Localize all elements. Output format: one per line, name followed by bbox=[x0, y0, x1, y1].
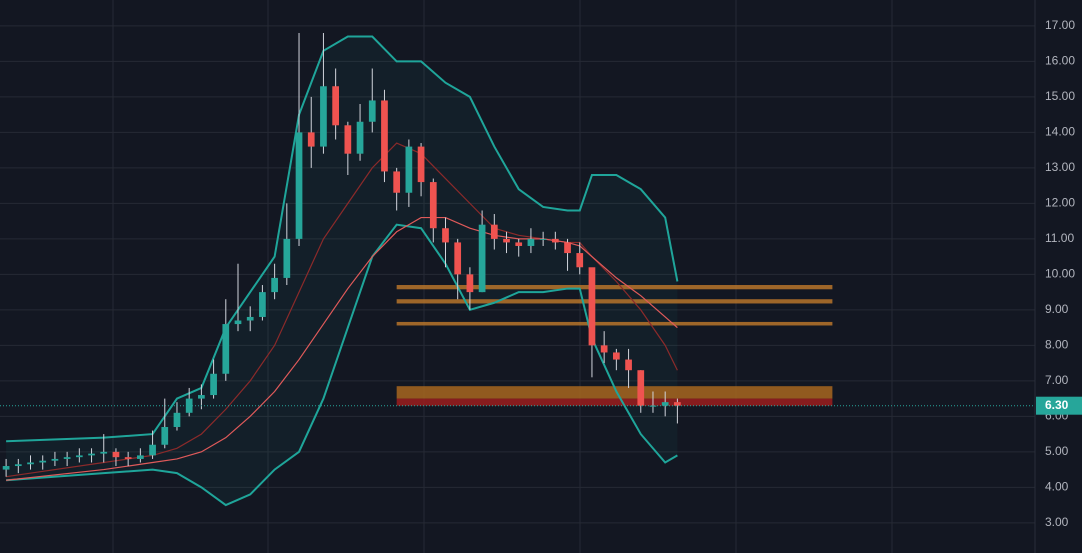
candle-body bbox=[246, 316, 254, 321]
band-fill bbox=[6, 36, 678, 506]
candle-body bbox=[564, 242, 571, 254]
candle-body bbox=[222, 324, 230, 374]
candle-body bbox=[332, 86, 339, 126]
y-tick-label: 9.00 bbox=[1045, 302, 1069, 316]
candle-body bbox=[234, 320, 242, 325]
last-price-label: 6.30 bbox=[1045, 398, 1069, 412]
candle-body bbox=[649, 405, 657, 407]
candle-body bbox=[320, 86, 327, 147]
price-zone bbox=[396, 321, 833, 326]
candle-body bbox=[137, 455, 144, 459]
candle-body bbox=[161, 426, 169, 445]
y-tick-label: 16.00 bbox=[1045, 54, 1075, 68]
candle-body bbox=[625, 359, 632, 371]
candle-body bbox=[210, 373, 217, 396]
candle-body bbox=[417, 146, 425, 183]
candle-body bbox=[515, 242, 523, 246]
y-tick-label: 15.00 bbox=[1045, 89, 1075, 103]
price-zone bbox=[396, 299, 833, 304]
candle-body bbox=[539, 238, 547, 240]
candle-body bbox=[356, 121, 364, 154]
candle-body bbox=[75, 455, 83, 458]
candle-body bbox=[198, 395, 205, 399]
candle-body bbox=[551, 238, 559, 243]
candle-body bbox=[14, 464, 22, 467]
indicator-line bbox=[6, 35, 679, 443]
last-price-box bbox=[1036, 396, 1082, 415]
candle-body bbox=[149, 444, 156, 456]
candle-body bbox=[63, 457, 71, 459]
candle-body bbox=[588, 267, 596, 346]
candle-body bbox=[674, 402, 681, 406]
y-tick-label: 12.00 bbox=[1045, 196, 1075, 210]
candle-body bbox=[381, 100, 388, 172]
candle-body bbox=[100, 451, 108, 454]
candle-body bbox=[295, 132, 303, 239]
candle-body bbox=[368, 100, 376, 122]
y-tick-label: 8.00 bbox=[1045, 338, 1069, 352]
y-tick-label: 5.00 bbox=[1045, 444, 1069, 458]
candle-body bbox=[173, 412, 181, 427]
candle-body bbox=[88, 453, 95, 456]
candle-body bbox=[661, 402, 669, 406]
candle-body bbox=[393, 171, 401, 193]
candle-body bbox=[39, 460, 47, 463]
y-tick-label: 13.00 bbox=[1045, 160, 1075, 174]
candle-body bbox=[307, 132, 315, 147]
candle-body bbox=[344, 125, 352, 154]
candle-body bbox=[478, 224, 486, 293]
candle-body bbox=[259, 292, 266, 317]
candle-body bbox=[637, 370, 645, 406]
y-tick-label: 4.00 bbox=[1045, 480, 1069, 494]
candle-body bbox=[271, 277, 278, 293]
candle-body bbox=[2, 466, 10, 470]
candle-body bbox=[27, 462, 34, 465]
price-zone bbox=[396, 285, 833, 290]
candle-body bbox=[442, 228, 449, 243]
candle-body bbox=[490, 224, 498, 239]
candle-body bbox=[405, 146, 413, 193]
price-zone bbox=[396, 398, 833, 406]
y-tick-label: 17.00 bbox=[1045, 18, 1075, 32]
candle-body bbox=[613, 352, 620, 360]
candle-body bbox=[454, 242, 462, 275]
y-tick-label: 14.00 bbox=[1045, 125, 1075, 139]
candle-body bbox=[527, 238, 535, 246]
y-tick-label: 3.00 bbox=[1045, 515, 1069, 529]
candle-body bbox=[429, 182, 437, 229]
candle-body bbox=[503, 238, 510, 243]
candle-body bbox=[576, 253, 584, 268]
candle-body bbox=[112, 451, 120, 458]
candle-body bbox=[600, 345, 608, 353]
candle-body bbox=[124, 457, 132, 459]
candle-body bbox=[51, 458, 59, 461]
y-tick-label: 7.00 bbox=[1045, 373, 1069, 387]
price-zone bbox=[396, 386, 833, 399]
indicator-line bbox=[6, 216, 678, 481]
y-tick-label: 11.00 bbox=[1045, 231, 1074, 245]
candle-body bbox=[466, 274, 474, 293]
y-tick-label: 10.00 bbox=[1045, 267, 1075, 281]
candle-body bbox=[283, 238, 291, 278]
